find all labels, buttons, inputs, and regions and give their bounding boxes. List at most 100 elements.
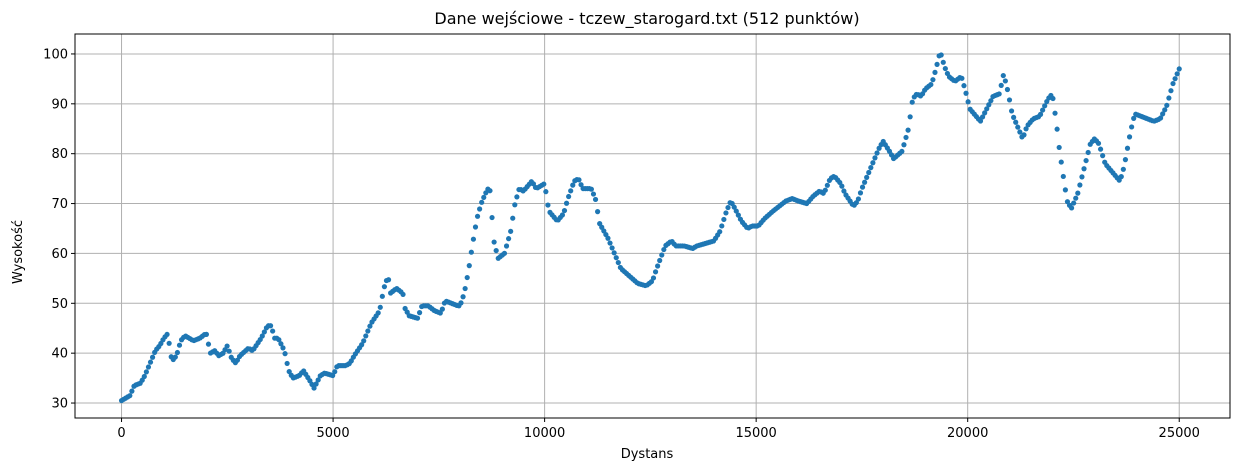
- data-point: [127, 393, 133, 399]
- data-point: [493, 247, 499, 254]
- data-point: [998, 82, 1004, 88]
- data-point: [1166, 95, 1172, 101]
- y-tick-label: 90: [51, 97, 68, 112]
- data-point: [361, 338, 367, 344]
- x-axis-label: Dystans: [621, 447, 674, 462]
- data-point: [1052, 110, 1058, 116]
- data-point: [375, 310, 381, 316]
- data-point: [545, 202, 551, 208]
- data-point: [385, 277, 392, 283]
- data-point: [855, 196, 862, 202]
- data-point: [226, 348, 232, 354]
- data-point: [1017, 129, 1023, 135]
- data-point: [1158, 115, 1164, 121]
- data-point: [363, 333, 369, 339]
- data-point: [1006, 97, 1013, 103]
- data-point: [932, 69, 938, 75]
- data-point: [659, 252, 665, 258]
- data-point: [1068, 205, 1075, 211]
- data-point: [315, 377, 321, 383]
- data-point: [381, 284, 388, 290]
- y-tick-label: 60: [51, 247, 68, 262]
- data-point: [1095, 140, 1102, 146]
- data-point: [1126, 134, 1133, 140]
- data-point: [959, 75, 965, 81]
- data-point: [414, 315, 421, 321]
- data-point: [609, 245, 615, 251]
- data-point: [588, 186, 594, 192]
- data-point: [655, 263, 661, 269]
- data-point: [1164, 102, 1170, 108]
- data-point: [474, 213, 481, 219]
- data-point: [514, 194, 520, 200]
- data-point: [657, 257, 663, 264]
- y-gridlines: [75, 53, 1230, 404]
- data-point: [508, 228, 514, 234]
- data-point: [928, 81, 934, 88]
- data-point: [1073, 195, 1079, 201]
- data-point: [590, 191, 597, 197]
- data-point: [822, 187, 828, 193]
- data-point: [224, 343, 230, 349]
- data-point: [1162, 107, 1168, 113]
- data-point: [1168, 88, 1174, 94]
- data-point: [859, 184, 866, 190]
- data-point: [824, 182, 830, 188]
- data-point: [611, 250, 617, 256]
- data-point: [1097, 146, 1104, 152]
- data-point: [839, 183, 845, 189]
- data-point: [909, 99, 915, 105]
- data-point: [1122, 157, 1129, 163]
- data-point: [963, 90, 969, 96]
- data-point: [280, 345, 286, 351]
- data-point: [1120, 166, 1126, 172]
- data-point: [721, 216, 727, 223]
- data-point: [416, 310, 423, 316]
- data-point: [1037, 111, 1044, 117]
- data-point: [905, 127, 911, 133]
- data-point: [566, 193, 572, 200]
- data-point: [1081, 166, 1087, 172]
- y-tick-label: 70: [51, 197, 68, 212]
- data-point: [864, 174, 870, 180]
- data-point: [1124, 145, 1131, 151]
- data-point: [506, 236, 512, 242]
- data-point: [938, 52, 944, 58]
- data-point: [203, 331, 210, 337]
- data-point: [491, 239, 497, 245]
- data-point: [464, 274, 470, 281]
- data-point: [899, 148, 905, 155]
- x-gridlines: [121, 34, 1180, 418]
- data-point: [501, 250, 508, 256]
- x-tick-label: 5000: [317, 426, 350, 441]
- data-point: [1013, 119, 1019, 125]
- data-point: [613, 255, 619, 261]
- data-point: [259, 333, 265, 339]
- data-point: [607, 240, 613, 246]
- data-point: [477, 206, 483, 212]
- data-point: [592, 196, 599, 203]
- data-point: [503, 243, 510, 249]
- data-point: [979, 114, 986, 120]
- data-points: [118, 52, 1182, 404]
- data-point: [1042, 103, 1048, 109]
- data-point: [733, 208, 739, 214]
- data-point: [874, 150, 880, 156]
- data-point: [559, 212, 566, 218]
- data-point: [176, 342, 183, 348]
- data-point: [862, 179, 868, 185]
- data-point: [1172, 76, 1178, 82]
- data-point: [472, 224, 479, 230]
- data-point: [468, 249, 474, 255]
- data-point: [723, 210, 729, 216]
- data-point: [901, 142, 907, 148]
- data-point: [930, 77, 936, 83]
- data-point: [164, 331, 170, 338]
- data-point: [576, 177, 582, 183]
- data-point: [1075, 190, 1081, 196]
- data-point: [1079, 174, 1085, 180]
- data-point: [400, 291, 406, 298]
- data-point: [1176, 66, 1182, 72]
- data-point: [1023, 126, 1029, 132]
- data-point: [652, 269, 659, 275]
